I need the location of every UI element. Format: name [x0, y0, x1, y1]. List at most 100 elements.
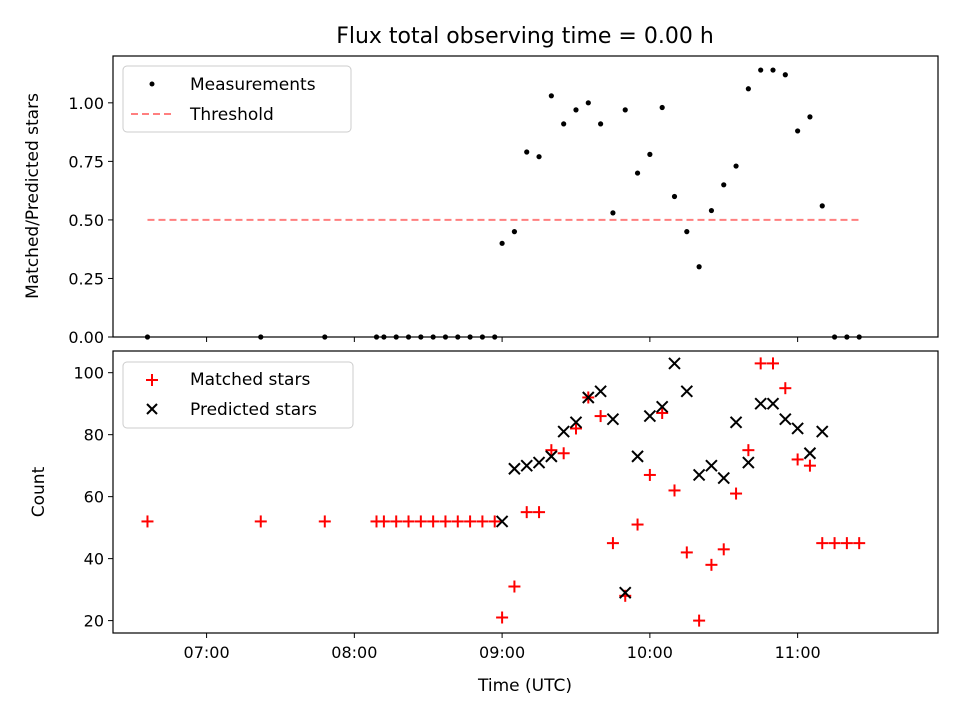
- top-y-tick-label: 1.00: [68, 94, 104, 113]
- predicted-star-point: [754, 397, 767, 410]
- matched-star-point: [464, 515, 477, 528]
- measurement-point: [733, 163, 739, 169]
- matched-star-point: [656, 406, 669, 419]
- matched-star-point: [496, 611, 509, 624]
- matched-star-point: [853, 537, 866, 550]
- matched-star-point: [254, 515, 267, 528]
- matched-star-point: [594, 410, 607, 423]
- measurement-point: [573, 107, 579, 113]
- top-y-axis-label: Matched/Predicted stars: [23, 93, 43, 299]
- measurement-point: [598, 121, 604, 127]
- matched-star-point: [791, 453, 804, 466]
- top-y-tick-label: 0.50: [68, 211, 104, 230]
- measurement-point: [795, 128, 801, 134]
- predicted-star-point: [643, 409, 657, 423]
- predicted-star-point: [569, 416, 583, 429]
- measurement-point: [782, 72, 788, 78]
- matched-star-point: [414, 515, 427, 528]
- bottom-x-tick-label: 10:00: [627, 643, 673, 662]
- top-y-tick-label: 0.75: [68, 152, 104, 171]
- matched-star-point: [545, 444, 558, 457]
- bottom-x-tick-label: 09:00: [479, 643, 525, 662]
- predicted-star-point: [545, 450, 558, 463]
- legend-measurements-label: Measurements: [190, 75, 316, 95]
- predicted-star-point: [631, 450, 644, 463]
- matched-star-point: [508, 580, 521, 593]
- predicted-star-point: [742, 456, 755, 469]
- predicted-star-point: [705, 459, 718, 472]
- matched-star-point: [816, 537, 829, 550]
- matched-star-point: [754, 357, 767, 370]
- matched-star-point: [742, 444, 755, 457]
- bottom-legend: Matched stars Predicted stars: [122, 361, 354, 429]
- measurement-point: [721, 182, 727, 188]
- predicted-star-point: [557, 425, 570, 438]
- matched-star-point: [705, 558, 718, 571]
- predicted-star-point: [582, 391, 595, 404]
- matched-star-point: [643, 468, 656, 481]
- predicted-star-point: [606, 412, 620, 426]
- measurement-point: [708, 207, 715, 214]
- bottom-x-tick-label: 07:00: [184, 643, 230, 662]
- predicted-star-point: [532, 456, 546, 469]
- bottom-y-tick-label: 60: [84, 488, 104, 507]
- predicted-star-point: [668, 357, 681, 370]
- predicted-star-point: [717, 471, 730, 485]
- measurement-point: [536, 154, 542, 160]
- bottom-plot-area: 20 40 60 80 100 07:00 08:00 09:00 10:00 11:00: [73, 357, 866, 662]
- legend-threshold-label: Threshold: [189, 105, 274, 125]
- measurement-point: [561, 121, 567, 127]
- predicted-star-point: [594, 385, 607, 398]
- matched-star-point: [439, 515, 452, 528]
- bottom-y-tick-label: 80: [84, 426, 104, 445]
- matched-star-point: [693, 614, 706, 627]
- measurement-point: [684, 229, 690, 235]
- matched-star-point: [533, 506, 546, 519]
- measurement-point: [696, 264, 702, 270]
- legend-measurements-marker: [149, 81, 155, 87]
- top-legend: Measurements Threshold: [122, 65, 352, 133]
- matched-star-point: [476, 515, 489, 528]
- predicted-star-point: [692, 468, 706, 482]
- matched-star-point: [488, 515, 501, 528]
- measurement-point: [585, 100, 591, 106]
- legend-matched-label: Matched stars: [190, 370, 310, 390]
- bottom-axes-frame: [112, 350, 939, 634]
- matched-star-point: [631, 518, 644, 531]
- matched-star-point: [668, 484, 681, 497]
- matched-star-point: [390, 515, 403, 528]
- measurement-point: [807, 114, 813, 120]
- measurement-point: [610, 210, 616, 216]
- measurement-point: [770, 67, 776, 73]
- matched-star-point: [680, 546, 693, 559]
- predicted-star-point: [619, 586, 632, 599]
- legend-matched-marker: [146, 374, 158, 386]
- bottom-y-axis-label: Count: [29, 466, 49, 517]
- predicted-star-point: [729, 416, 743, 429]
- matched-star-point: [141, 515, 154, 528]
- predicted-star-point: [816, 425, 829, 438]
- measurement-point: [671, 193, 678, 200]
- matched-star-point: [520, 506, 533, 519]
- predicted-star-point: [520, 459, 533, 472]
- matched-star-point: [828, 537, 841, 550]
- matched-star-point: [402, 515, 415, 528]
- matched-star-point: [767, 357, 779, 370]
- measurement-point: [634, 170, 641, 176]
- matched-star-point: [730, 487, 743, 500]
- bottom-x-axis-label: Time (UTC): [477, 676, 572, 696]
- matched-star-point: [840, 537, 853, 550]
- top-legend-box: [122, 65, 352, 133]
- matched-star-point: [377, 515, 390, 528]
- bottom-legend-box: [122, 361, 354, 429]
- matched-star-point: [557, 447, 570, 460]
- matched-star-point: [451, 515, 464, 528]
- bottom-y-tick-label: 100: [73, 364, 104, 383]
- top-axes-frame: [112, 55, 939, 338]
- matched-star-point: [427, 515, 440, 528]
- legend-predicted-marker: [146, 403, 158, 415]
- measurement-point: [745, 86, 751, 92]
- legend-predicted-label: Predicted stars: [190, 400, 317, 420]
- measurement-point: [647, 151, 653, 157]
